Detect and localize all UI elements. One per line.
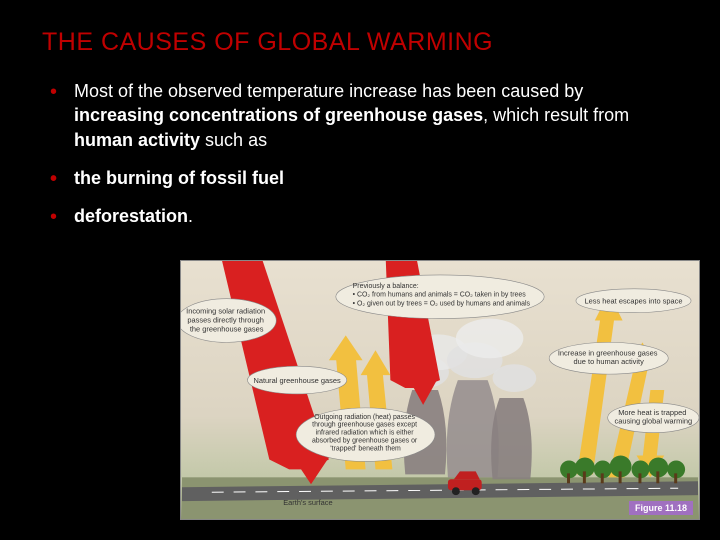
- label-less-heat: Less heat escapes into space: [585, 297, 683, 306]
- slide-title: THE CAUSES OF GLOBAL WARMING: [42, 28, 678, 57]
- bullet-2: the burning of fossil fuel: [50, 166, 678, 190]
- figure-tag: Figure 11.18: [629, 501, 693, 515]
- label-earth: Earth's surface: [283, 498, 332, 507]
- label-more-heat: More heat is trapped causing global warm…: [614, 408, 692, 426]
- bullet-3-post: .: [188, 206, 193, 226]
- bullet-1-text-b: , which result from: [483, 105, 629, 125]
- label-natural: Natural greenhouse gases: [253, 376, 341, 385]
- bullet-1: Most of the observed temperature increas…: [50, 79, 678, 152]
- bullet-3-bold: deforestation: [74, 206, 188, 226]
- label-incoming: Incoming solar radiation passes directly…: [186, 307, 267, 334]
- bullet-1-bold-a: increasing concentrations of greenhouse …: [74, 105, 483, 125]
- diagram-svg: Incoming solar radiation passes directly…: [181, 261, 699, 519]
- bullet-1-bold-b: human activity: [74, 130, 200, 150]
- bullet-3: deforestation.: [50, 204, 678, 228]
- bullet-list: Most of the observed temperature increas…: [42, 79, 678, 228]
- greenhouse-diagram: Incoming solar radiation passes directly…: [180, 260, 700, 520]
- bullet-1-text-c: such as: [200, 130, 267, 150]
- bullet-1-text-a: Most of the observed temperature increas…: [74, 81, 583, 101]
